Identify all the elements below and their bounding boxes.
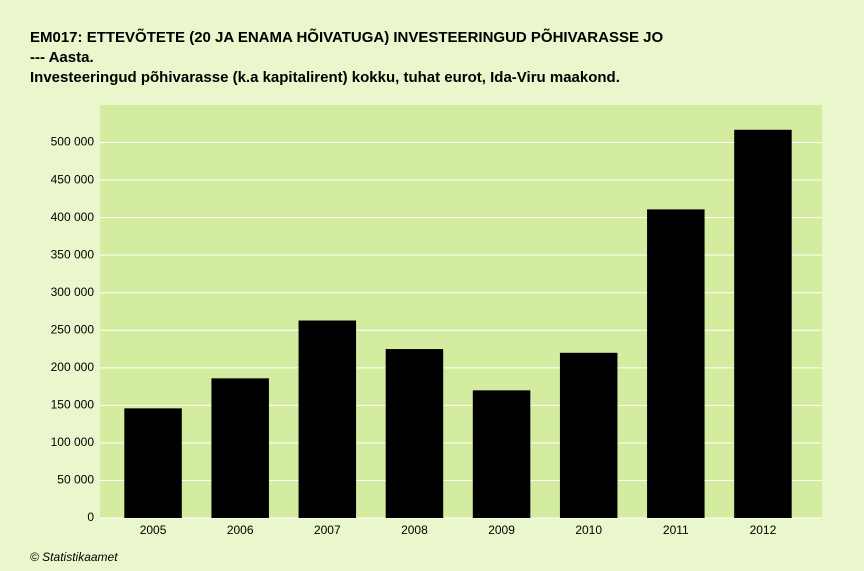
y-tick-label: 250 000 [51,322,95,336]
x-tick-label: 2006 [227,523,254,537]
x-tick-label: 2007 [314,523,341,537]
bar [124,408,182,518]
y-tick-label: 150 000 [51,398,95,412]
y-tick-label: 400 000 [51,210,95,224]
bar [298,320,357,518]
x-tick-label: 2012 [750,523,777,537]
chart-subtitle: --- Aasta. [30,49,94,66]
y-tick-label: 0 [87,510,94,524]
bar [734,129,792,518]
y-tick-label: 300 000 [51,285,95,299]
y-tick-label: 100 000 [51,435,95,449]
chart-subtitle: Investeeringud põhivarasse (k.a kapitali… [30,69,620,86]
x-tick-label: 2011 [663,523,689,537]
plot-area [100,105,822,518]
bar [211,378,269,518]
source: © Statistikaamet [30,550,118,564]
y-tick-label: 200 000 [51,360,95,374]
bar [472,390,531,518]
bar [385,349,444,518]
y-tick-label: 350 000 [51,247,95,261]
y-tick-label: 500 000 [51,135,95,149]
x-tick-label: 2010 [575,523,602,537]
x-tick-label: 2009 [488,523,515,537]
bar [647,209,705,519]
x-tick-label: 2008 [401,523,428,537]
chart-title: EM017: ETTEVÕTETE (20 JA ENAMA HÕIVATUGA… [30,28,663,46]
y-tick-label: 50 000 [57,473,94,487]
bar [559,352,618,518]
y-tick-label: 450 000 [51,172,95,186]
x-tick-label: 2005 [140,523,167,537]
